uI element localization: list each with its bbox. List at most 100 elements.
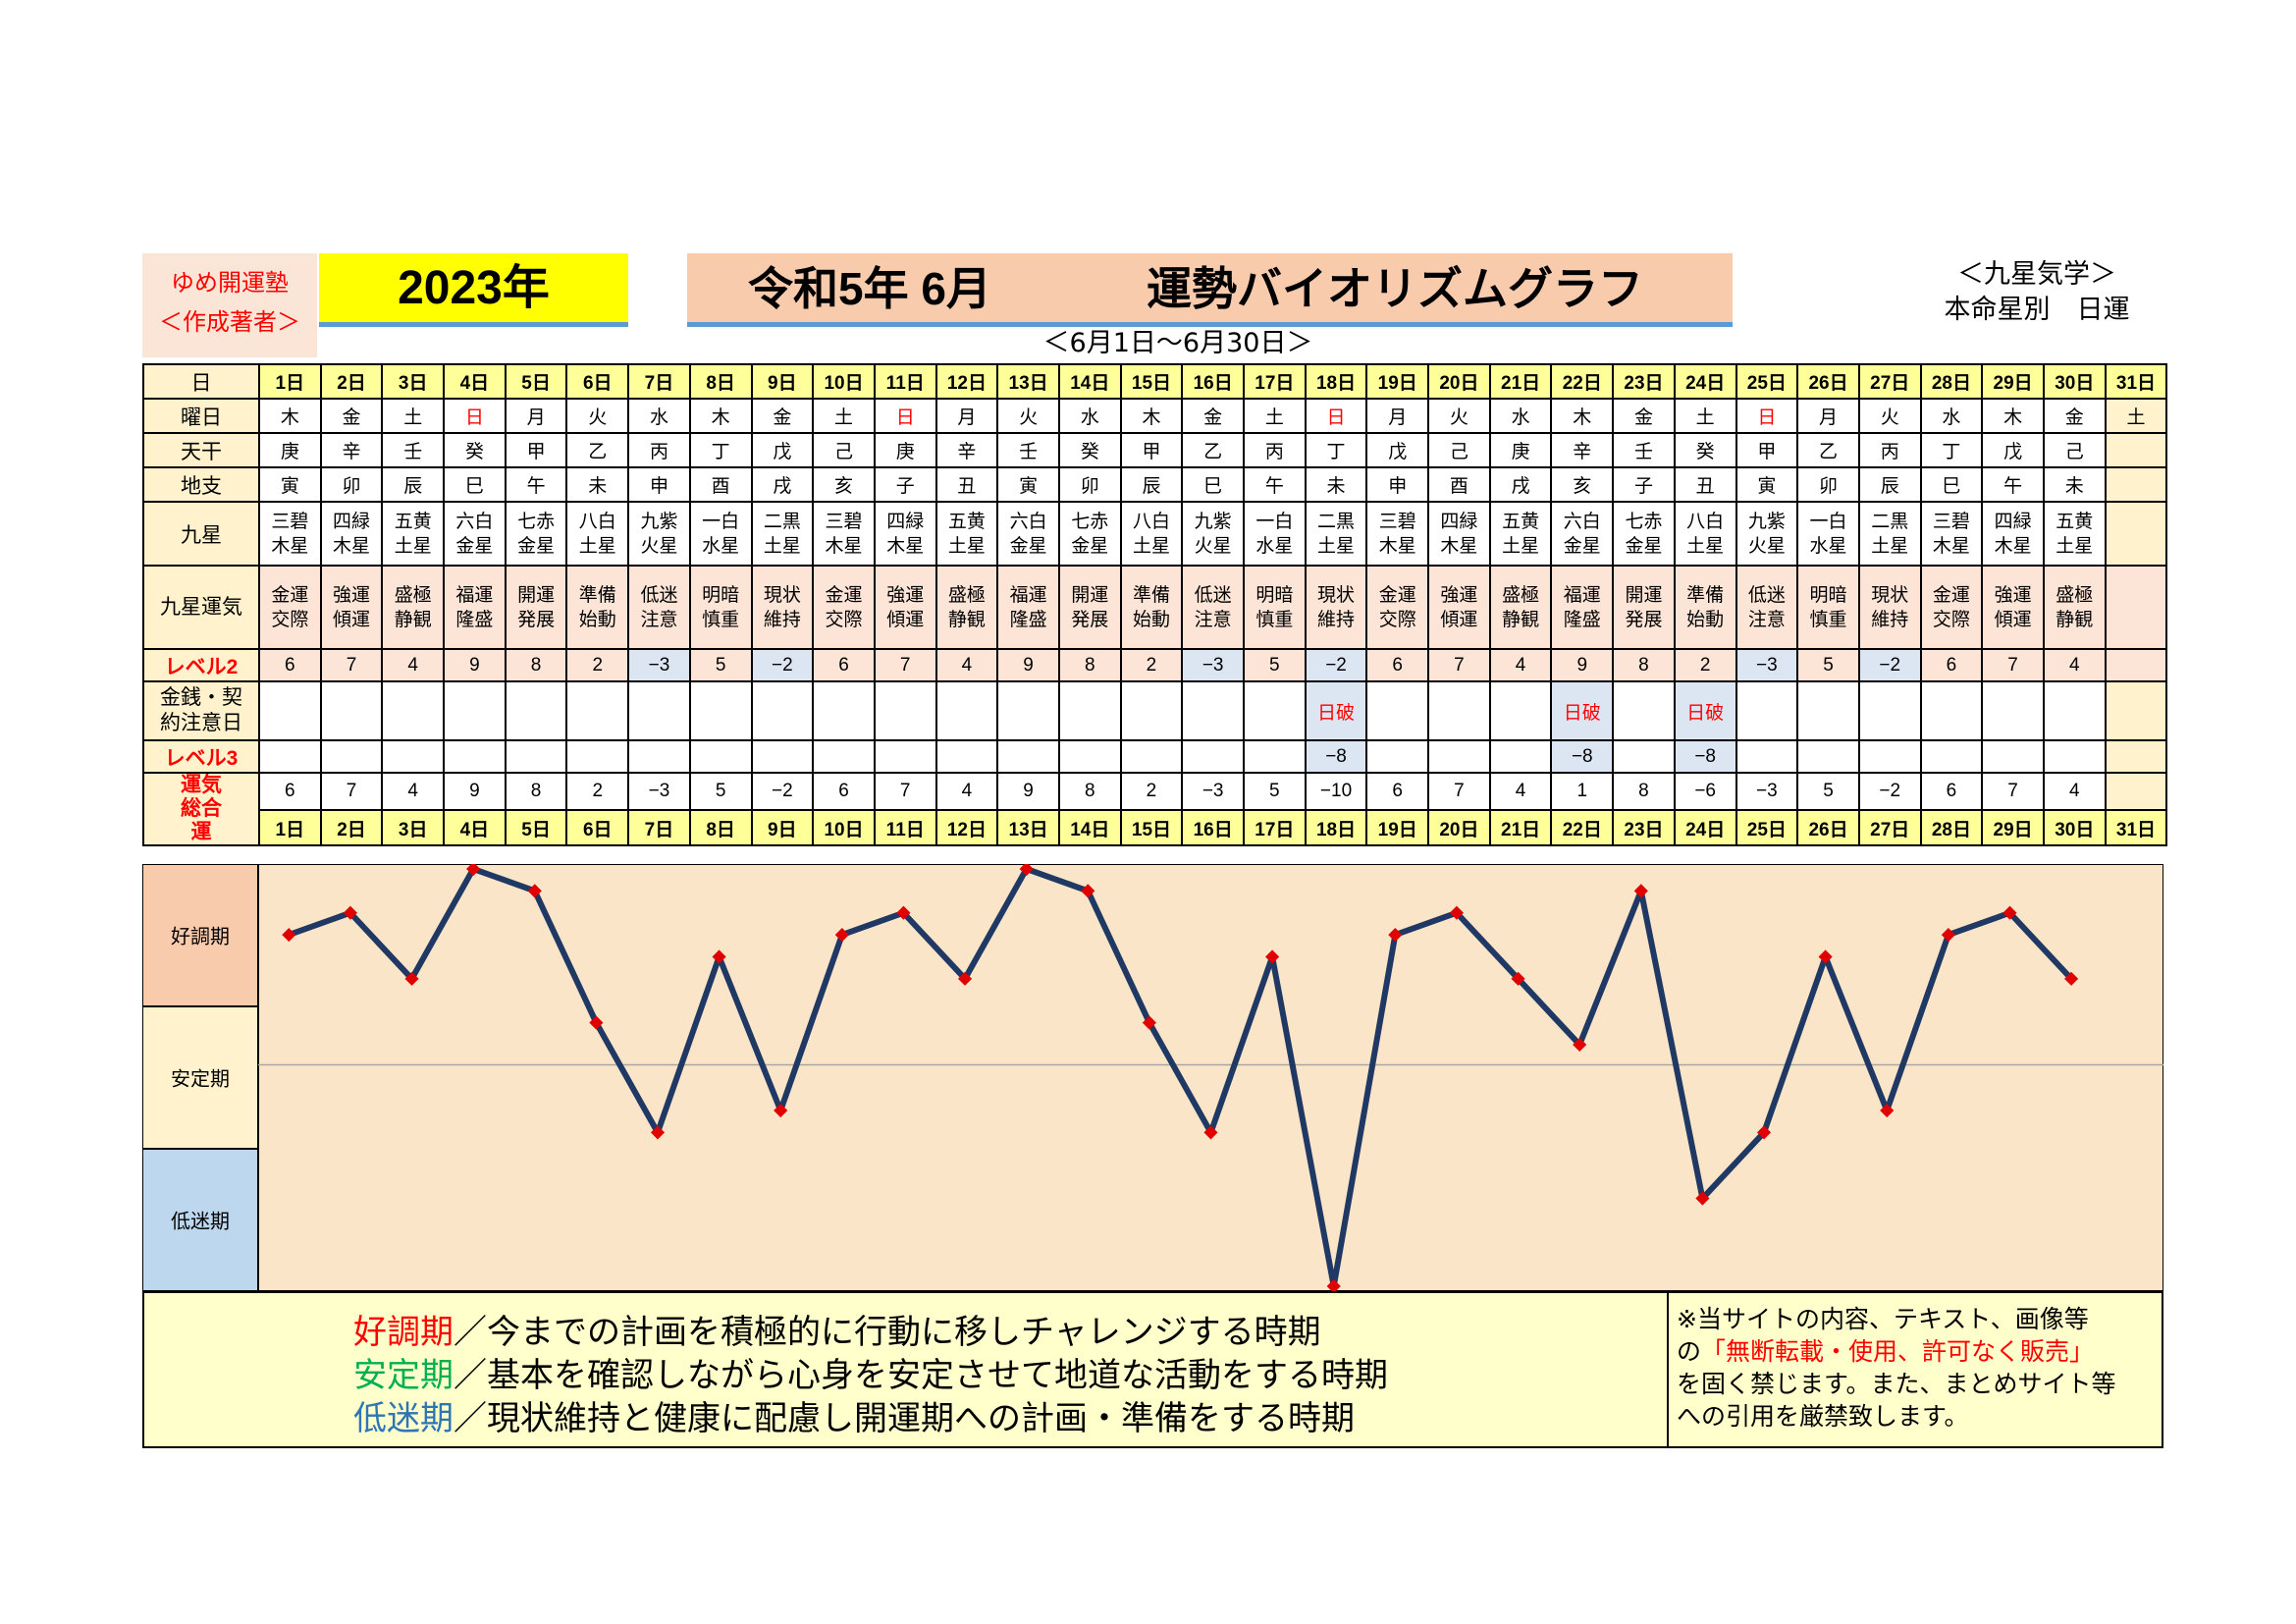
cell-caution-8 [688, 680, 753, 741]
cell-stems-16: 乙 [1181, 432, 1245, 468]
cell-stars-6-line-1: 八白 [578, 511, 616, 532]
cell-days-10: 10日 [812, 809, 876, 846]
cell-fortunes-10: 金運 交際 [812, 565, 876, 650]
cell-fortunes-18-line-1: 現状 [1317, 584, 1356, 606]
cell-fortunes-29-line-1: 強運 [1994, 584, 2032, 606]
cell-branches-1: 寅 [258, 466, 322, 503]
cell-fortunes-4-line-1: 福運 [455, 584, 494, 606]
cell-total-13: 9 [996, 771, 1060, 812]
cell-caution-5 [504, 680, 568, 741]
cell-total-20: 7 [1427, 771, 1491, 812]
cell-stars-15-line-2: 土星 [1132, 535, 1170, 557]
cell-stars-30: 五黄 土星 [2042, 501, 2107, 567]
source-line-2: 本命星別 日運 [1944, 295, 2130, 325]
cell-total-22: 1 [1550, 771, 1615, 812]
cell-level2-9: −2 [750, 648, 815, 682]
cell-stars-6: 八白 土星 [565, 501, 630, 567]
cell-level2-10: 6 [812, 648, 876, 682]
cell-branches-21: 戌 [1488, 466, 1553, 503]
notice-line-2: の「無断転載・使用、許可なく販売」 [1677, 1335, 2158, 1368]
cell-stars-3: 五黄 土星 [381, 501, 446, 567]
cell-stems-24: 癸 [1673, 432, 1737, 468]
cell-branches-6: 未 [565, 466, 630, 503]
cell-fortunes-29-line-2: 傾運 [1994, 609, 2032, 630]
cell-fortunes-13: 福運 隆盛 [996, 565, 1060, 650]
cell-total-11: 7 [873, 771, 937, 812]
cell-branches-20: 酉 [1427, 466, 1491, 503]
cell-stars-15: 八白 土星 [1119, 501, 1184, 567]
cell-caution-20 [1427, 680, 1491, 741]
cell-weekdays-9: 金 [750, 398, 815, 434]
cell-weekdays-21: 水 [1488, 398, 1553, 434]
cell-caution-26 [1796, 680, 1860, 741]
cell-days-21: 21日 [1488, 363, 1553, 400]
cell-level2-8: 5 [688, 648, 753, 682]
cell-fortunes-4: 福運 隆盛 [443, 565, 507, 650]
cell-stars-31 [2104, 501, 2168, 567]
cell-fortunes-8: 明暗 慎重 [688, 565, 753, 650]
cell-days-13: 13日 [996, 809, 1060, 846]
cell-caution-6 [565, 680, 630, 741]
cell-total-12: 4 [934, 771, 999, 812]
cell-fortunes-9: 現状 維持 [750, 565, 815, 650]
cell-days-6: 6日 [565, 363, 630, 400]
cell-stars-2: 四緑 木星 [319, 501, 384, 567]
cell-weekdays-2: 金 [319, 398, 384, 434]
cell-fortunes-14: 開運 発展 [1057, 565, 1122, 650]
cell-stars-10-line-1: 三碧 [825, 511, 863, 532]
cell-total-24: −6 [1673, 771, 1737, 812]
cell-stars-8: 一白 水星 [688, 501, 753, 567]
cell-fortunes-27: 現状 維持 [1857, 565, 1922, 650]
cell-branches-30: 未 [2042, 466, 2107, 503]
cell-stems-27: 丙 [1857, 432, 1922, 468]
cell-level3-28 [1919, 739, 1984, 774]
series-line [288, 866, 2074, 1289]
cell-weekdays-26: 月 [1796, 398, 1860, 434]
cell-level2-29: 7 [1981, 648, 2045, 682]
cell-days-25: 25日 [1735, 363, 1799, 400]
cell-level3-29 [1981, 739, 2045, 774]
cell-level3-12 [934, 739, 999, 774]
cell-fortunes-1: 金運 交際 [258, 565, 322, 650]
cell-stars-21: 五黄 土星 [1488, 501, 1553, 567]
cell-stars-9-line-1: 二黒 [763, 511, 801, 532]
cell-level3-20 [1427, 739, 1491, 774]
cell-level2-15: 2 [1119, 648, 1184, 682]
cell-caution-15 [1119, 680, 1184, 741]
cell-fortunes-16-line-1: 低迷 [1194, 584, 1232, 606]
cell-branches-18: 未 [1304, 466, 1368, 503]
cell-stems-25: 甲 [1735, 432, 1799, 468]
cell-stars-17-line-1: 一白 [1255, 511, 1294, 532]
cell-fortunes-24: 準備 始動 [1673, 565, 1737, 650]
cell-fortunes-11-line-1: 強運 [886, 584, 925, 606]
cell-caution-11 [873, 680, 937, 741]
cell-fortunes-20-line-2: 傾運 [1440, 609, 1478, 630]
cell-days-27: 27日 [1857, 363, 1922, 400]
cell-stems-21: 庚 [1488, 432, 1553, 468]
cell-stars-8-line-1: 一白 [702, 511, 740, 532]
cell-stars-25-line-1: 九紫 [1747, 511, 1786, 532]
legend: 好調期／今までの計画を積極的に行動に移しチャレンジする時期 安定期／基本を確認し… [353, 1311, 1388, 1440]
cell-stars-11-line-1: 四緑 [886, 511, 925, 532]
cell-level3-4 [443, 739, 507, 774]
cell-days-9: 9日 [750, 809, 815, 846]
cell-branches-17: 午 [1243, 466, 1307, 503]
cell-level2-31 [2104, 648, 2168, 682]
data-point-27 [1880, 1103, 1895, 1118]
cell-stems-12: 辛 [934, 432, 999, 468]
cell-stems-8: 丁 [688, 432, 753, 468]
cell-level2-20: 7 [1427, 648, 1491, 682]
cell-fortunes-18: 現状 維持 [1304, 565, 1368, 650]
cell-days-6: 6日 [565, 809, 630, 846]
cell-days-13: 13日 [996, 363, 1060, 400]
cell-level2-22: 9 [1550, 648, 1615, 682]
cell-fortunes-3-line-1: 盛極 [394, 584, 432, 606]
cell-stars-8-line-2: 水星 [702, 535, 740, 557]
row-weekdays: 曜日木金土日月火水木金土日月火水木金土日月火水木金土日月火水木金土 [142, 398, 2168, 434]
data-point-23 [1633, 884, 1648, 898]
cell-days-20: 20日 [1427, 809, 1491, 846]
cell-stems-6: 乙 [565, 432, 630, 468]
cell-caution-31 [2104, 680, 2168, 741]
label-fortune: 九星運気 [142, 565, 260, 650]
cell-stars-16-line-2: 火星 [1194, 535, 1232, 557]
